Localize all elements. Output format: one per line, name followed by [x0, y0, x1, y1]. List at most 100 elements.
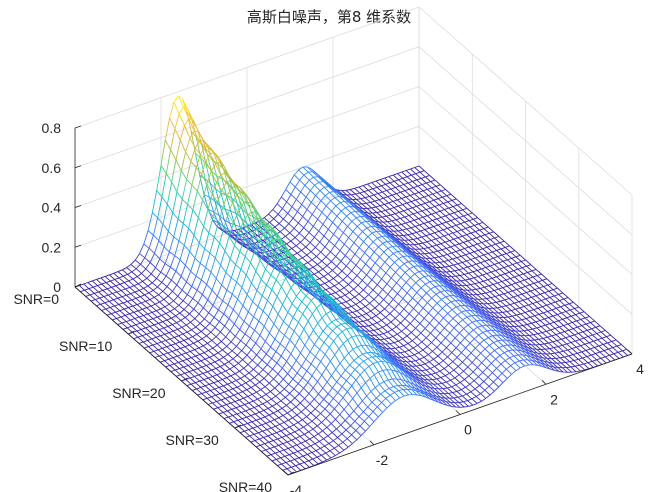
mesh-segment — [346, 307, 353, 313]
mesh-segment — [585, 322, 591, 325]
mesh-segment — [480, 288, 486, 294]
mesh-segment — [415, 327, 422, 334]
mesh-segment — [361, 274, 367, 281]
mesh-segment — [363, 326, 370, 332]
mesh-segment — [386, 277, 392, 285]
mesh-segment — [504, 273, 511, 279]
mesh-segment — [241, 274, 247, 288]
mesh-segment — [501, 306, 508, 312]
mesh-segment — [337, 270, 343, 276]
mesh-segment — [425, 176, 431, 182]
mesh-segment — [190, 382, 196, 385]
mesh-segment — [184, 125, 191, 139]
mesh-segment — [292, 308, 298, 318]
mesh-segment — [513, 268, 519, 272]
mesh-segment — [336, 298, 343, 304]
mesh-segment — [364, 252, 371, 259]
mesh-segment — [254, 320, 260, 331]
mesh-segment — [272, 306, 279, 315]
mesh-segment — [331, 205, 337, 212]
mesh-segment — [492, 307, 499, 314]
mesh-segment — [549, 295, 555, 298]
mesh-segment — [199, 323, 206, 329]
mesh-segment — [371, 180, 377, 184]
mesh-segment — [194, 147, 201, 155]
mesh-segment — [290, 287, 297, 297]
mesh-segment — [214, 257, 221, 266]
mesh-segment — [127, 271, 133, 275]
mesh-segment — [426, 292, 433, 299]
mesh-segment — [368, 324, 373, 327]
mesh-segment — [405, 327, 412, 333]
mesh-segment — [385, 343, 392, 350]
mesh-segment — [127, 273, 134, 280]
mesh-segment — [119, 308, 125, 312]
mesh-segment — [453, 210, 459, 214]
mesh-segment — [200, 385, 206, 388]
mesh-segment — [366, 201, 371, 204]
mesh-segment — [313, 176, 320, 183]
mesh-segment — [284, 223, 290, 229]
mesh-segment — [171, 349, 177, 352]
mesh-segment — [486, 298, 493, 304]
mesh-segment — [210, 388, 215, 391]
mesh-segment — [456, 305, 461, 308]
mesh-segment — [408, 215, 415, 221]
mesh-segment — [317, 212, 323, 220]
mesh-segment — [213, 237, 220, 244]
mesh-segment — [287, 213, 294, 219]
mesh-segment — [348, 284, 354, 290]
mesh-segment — [388, 226, 395, 232]
mesh-segment — [189, 130, 195, 139]
mesh-segment — [326, 310, 331, 315]
mesh-segment — [569, 334, 575, 337]
mesh-segment — [252, 216, 259, 221]
mesh-segment — [394, 211, 400, 215]
mesh-segment — [346, 194, 353, 200]
mesh-segment — [558, 350, 564, 353]
mesh-segment — [298, 265, 305, 276]
mesh-segment — [537, 332, 543, 335]
mesh-segment — [417, 302, 424, 309]
mesh-segment — [325, 205, 332, 212]
mesh-segment — [327, 222, 333, 230]
mesh-segment — [381, 183, 386, 187]
mesh-segment — [443, 201, 448, 204]
mesh-segment — [427, 188, 433, 195]
mesh-segment — [274, 338, 281, 345]
mesh-segment — [160, 306, 166, 310]
mesh-segment — [348, 201, 355, 208]
mesh-segment — [281, 189, 287, 198]
mesh-segment — [429, 280, 435, 283]
mesh-segment — [387, 294, 394, 300]
mesh-segment — [135, 263, 141, 270]
mesh-segment — [500, 246, 506, 250]
mesh-segment — [416, 336, 423, 343]
mesh-segment — [601, 337, 608, 344]
mesh-segment — [478, 248, 483, 251]
mesh-segment — [426, 288, 431, 294]
mesh-segment — [374, 307, 381, 313]
mesh-segment — [500, 299, 505, 302]
mesh-segment — [84, 289, 91, 296]
mesh-segment — [208, 350, 215, 356]
mesh-segment — [421, 210, 428, 217]
mesh-segment — [465, 279, 471, 286]
mesh-segment — [284, 259, 290, 265]
mesh-segment — [169, 251, 175, 256]
mesh-segment — [292, 317, 299, 323]
mesh-segment — [250, 250, 256, 263]
mesh-segment — [466, 207, 473, 214]
mesh-segment — [301, 246, 307, 251]
mesh-segment — [153, 324, 160, 330]
mesh-segment — [210, 257, 216, 273]
mesh-segment — [176, 191, 183, 200]
mesh-segment — [211, 289, 218, 297]
mesh-segment — [129, 311, 134, 315]
mesh-segment — [420, 287, 427, 294]
mesh-segment — [106, 313, 112, 316]
mesh-segment — [529, 339, 536, 346]
mesh-segment — [513, 295, 518, 298]
mesh-segment — [208, 312, 215, 318]
